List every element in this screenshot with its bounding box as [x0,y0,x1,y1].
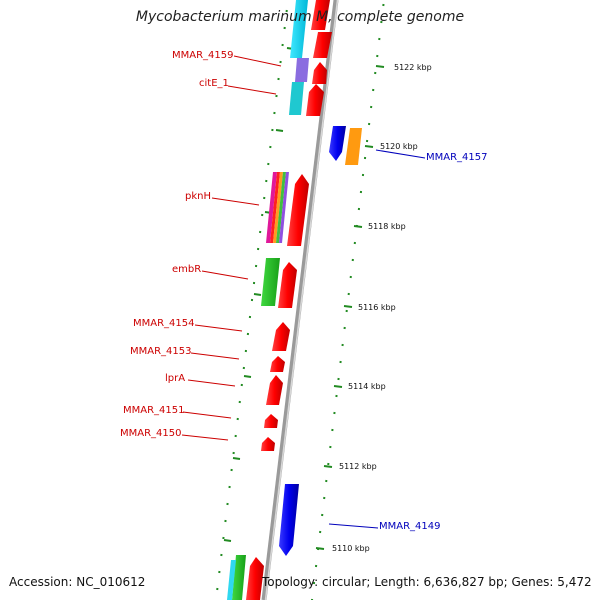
gene-arrow-bottom [246,557,264,600]
inner-major-tick [243,375,252,378]
gene-arrow-mmar4149 [279,484,299,556]
scale-tick-label: 5120 kbp [380,142,418,151]
genome-backbone-highlight [264,0,339,600]
gene-arrow-mmar4157-orange [345,128,362,165]
gene-arrow-mmar4151 [264,414,278,428]
label-connectors [181,55,426,529]
gene-arrow-mmar4150 [261,437,275,451]
gene-arrow-mmar4159 [312,62,327,84]
inner-major-tick [232,457,241,460]
gene-label-cite1: citE_1 [199,78,229,89]
reverse-strand-genes [279,126,362,556]
accession-text: Accession: NC_010612 [9,575,146,589]
gene-arrow-pknh [287,174,309,246]
gene-arrow-mmar4153 [270,356,285,372]
cog-block-green-bottom [232,555,246,600]
cog-block-rainbow-orange [273,172,283,243]
topology-text: Topology: circular; Length: 6,636,827 bp… [262,575,592,589]
map-title: Mycobacterium marinum M, complete genome [135,9,465,25]
major-scale-tick [315,547,325,550]
cog-ring [227,0,309,600]
gene-arrow-top-2 [313,32,332,58]
gene-label-mmar4157: MMAR_4157 [426,152,488,163]
inner-major-tick [275,129,284,132]
gene-arrow-embr [278,262,297,308]
forward-strand-genes [246,0,332,600]
dotted-rings [216,3,385,600]
gene-label-mmar4153: MMAR_4153 [130,346,192,357]
gene-arrow-cite1 [306,84,324,116]
major-scale-tick [323,465,333,468]
gene-label-mmar4149: MMAR_4149 [379,521,441,532]
cog-block-rainbow-red [270,172,280,243]
major-scale-tick [343,305,353,308]
inner-major-tick [223,539,232,542]
cog-block-cyan-bottom [227,560,236,600]
gene-label-lpra: lprA [165,373,186,384]
cog-block-rainbow-magenta [266,172,277,243]
cog-block-rainbow-green [276,172,286,243]
gene-label-mmar4151: MMAR_4151 [123,405,185,416]
major-scale-tick [333,385,343,388]
cog-block-rainbow-purple [279,172,289,243]
scale-tick-label: 5116 kbp [358,303,396,312]
cog-block-green [261,258,280,306]
scale-tick-label: 5110 kbp [332,544,370,553]
major-scale-tick [353,225,363,228]
gene-label-mmar4150: MMAR_4150 [120,428,182,439]
gene-arrow-top-1 [311,0,330,30]
cog-block-teal [289,82,304,115]
genome-backbone [261,0,339,600]
inner-major-tick [253,293,262,296]
scale-tick-label: 5122 kbp [394,63,432,72]
cog-block-purple [295,58,309,82]
gene-label-mmar4154: MMAR_4154 [133,318,195,329]
scale-tick-label: 5114 kbp [348,382,386,391]
gene-label-embr: embR [172,264,202,275]
gene-arrow-mmar4157-blue [329,126,346,161]
gene-label-pknh: pknH [185,191,211,202]
scale-tick-label: 5112 kbp [339,462,377,471]
scale-tick-label: 5118 kbp [368,222,406,231]
major-scale-tick [364,145,374,148]
major-scale-tick [375,65,385,68]
gene-arrow-lpra [266,375,283,405]
cog-block-cyan [290,0,308,58]
gene-arrow-mmar4154 [272,322,290,351]
gene-label-mmar4159: MMAR_4159 [172,50,234,61]
